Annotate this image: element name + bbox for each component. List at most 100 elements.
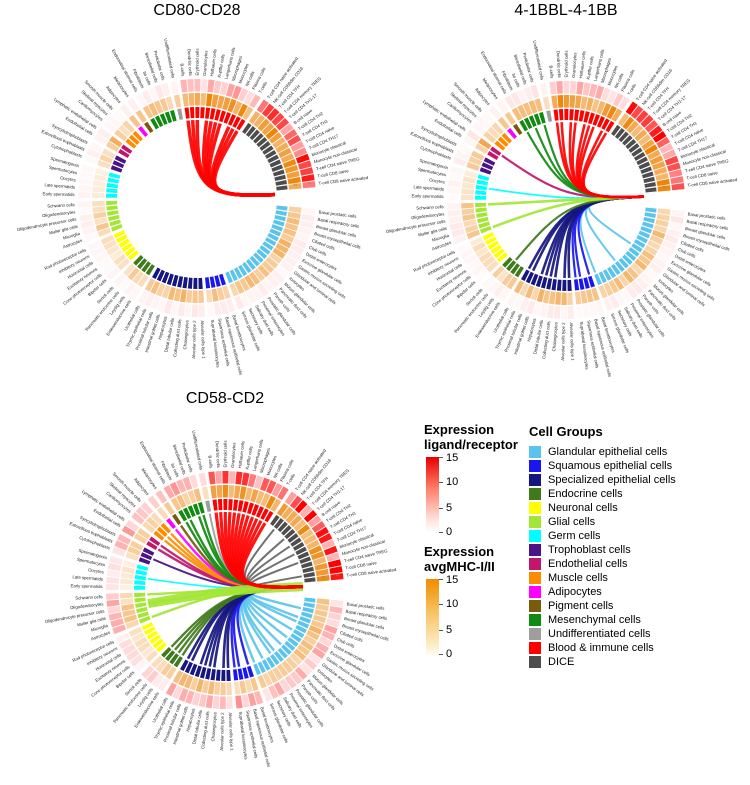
tile-ligand-expression [510, 91, 522, 106]
tile-cell-group [134, 574, 147, 581]
interaction-chord [212, 130, 276, 197]
tile-avgmhc-expression [257, 118, 270, 132]
cell-groups-list: Glandular epithelial cells Squamous epith… [529, 445, 676, 669]
cell-type-label: Basal prostatic cells [318, 209, 356, 218]
tile-avgmhc-expression [603, 282, 614, 296]
tile-avgmhc-expression [297, 524, 311, 536]
tile-cell-group [290, 633, 302, 643]
tile-avgmhc-expression [316, 598, 330, 605]
tile-ligand-expression [86, 148, 101, 159]
circos-rings [106, 470, 344, 710]
tile-avgmhc-expression [200, 93, 207, 106]
tile-cell-group [588, 275, 595, 288]
tile-cell-group [219, 273, 226, 286]
tile-ligand-expression [266, 274, 280, 288]
tile-ligand-expression [200, 79, 208, 92]
tile-cell-group [143, 121, 154, 133]
tile-avgmhc-expression [487, 126, 500, 139]
tile-cell-group [152, 638, 164, 649]
tile-ligand-expression [582, 304, 591, 318]
tile-ligand-expression [588, 83, 598, 98]
tick-label: 5 [446, 624, 453, 636]
tile-cell-group [266, 656, 276, 669]
tile-cell-group [264, 150, 277, 159]
tile-avgmhc-expression [151, 655, 164, 669]
tile-ligand-expression [161, 82, 171, 97]
tile-avgmhc-expression [205, 93, 213, 107]
tile-avgmhc-expression [201, 486, 210, 500]
tile-cell-group [274, 174, 286, 182]
tile-avgmhc-expression [622, 270, 635, 284]
tile-cell-group [262, 241, 274, 251]
tile-avgmhc-expression [567, 292, 573, 305]
tile-ligand-expression [662, 240, 677, 251]
cell-type-label: Basal prostatic cells [687, 211, 725, 220]
scale-tick-label: 15 [321, 575, 325, 579]
tile-ligand-expression [241, 694, 250, 708]
tile-cell-group [153, 530, 165, 541]
colorbar-avgmhc [426, 579, 439, 655]
tile-ligand-expression [121, 525, 136, 538]
legend-item-endocrine-cells: Endocrine cells [529, 487, 676, 501]
tile-ligand-expression [275, 117, 290, 131]
tile-avgmhc-expression [461, 182, 475, 190]
tile-cell-group [295, 624, 307, 634]
cell-type-label: Alveolar cells type 1 [228, 712, 235, 751]
tile-avgmhc-expression [281, 660, 294, 674]
tile-avgmhc-expression [280, 153, 295, 163]
tile-cell-group [501, 132, 512, 144]
tile-ligand-expression [606, 90, 618, 104]
cell-type-label: T-cell CD8 naive [317, 168, 350, 179]
tile-cell-group [477, 174, 490, 181]
tile-ligand-expression [249, 94, 261, 109]
circos-rings [447, 80, 685, 320]
tile-ligand-expression [140, 501, 154, 516]
tile-ligand-expression [151, 674, 164, 688]
tile-cell-group [233, 499, 239, 511]
tile-ligand-expression [207, 79, 215, 93]
color-swatch [529, 558, 541, 570]
tile-cell-group [556, 279, 562, 291]
chords [488, 122, 644, 279]
tile-avgmhc-expression [119, 584, 133, 591]
cell-type-label: Early spermatids [70, 583, 102, 589]
tile-avgmhc-expression [228, 485, 235, 498]
tile-cell-group [611, 124, 621, 137]
tile-cell-group [149, 536, 161, 546]
tile-ligand-expression [107, 605, 121, 614]
tile-cell-group [259, 141, 271, 151]
tile-cell-group [180, 659, 189, 672]
tile-avgmhc-expression [622, 116, 635, 130]
tile-cell-group [481, 162, 494, 171]
tile-cell-group [598, 271, 607, 284]
legend-item-germ-cells: Germ cells [529, 529, 676, 543]
tile-ligand-expression [118, 638, 133, 650]
tile-avgmhc-expression [155, 283, 166, 297]
tick-label: 10 [446, 598, 459, 610]
tile-avgmhc-expression [142, 521, 156, 534]
legend-item-adipocytes: Adipocytes [529, 585, 676, 599]
legend-item-label: Specialized epithelial cells [548, 474, 676, 486]
cell-type-label: Oligodendrocytes [411, 211, 445, 220]
tile-ligand-expression [284, 491, 297, 506]
tile-cell-group [107, 210, 119, 216]
tile-cell-group [284, 529, 296, 540]
tile-avgmhc-expression [585, 97, 594, 111]
tile-ligand-expression [648, 262, 663, 275]
tile-ligand-expression [247, 692, 257, 707]
tile-cell-group [110, 165, 123, 173]
tile-cell-group [479, 167, 492, 175]
tile-cell-group [292, 629, 305, 638]
tile-avgmhc-expression [150, 512, 163, 525]
tile-cell-group [253, 252, 264, 263]
tile-cell-group [605, 120, 615, 133]
tile-avgmhc-expression [608, 279, 619, 294]
tile-avgmhc-expression [113, 253, 127, 266]
tile-cell-group [271, 164, 284, 172]
tile-ligand-expression [318, 532, 333, 544]
tile-avgmhc-expression [613, 276, 625, 291]
cell-type-label: Muller glia cells [418, 226, 448, 238]
tile-ligand-expression [447, 179, 462, 188]
